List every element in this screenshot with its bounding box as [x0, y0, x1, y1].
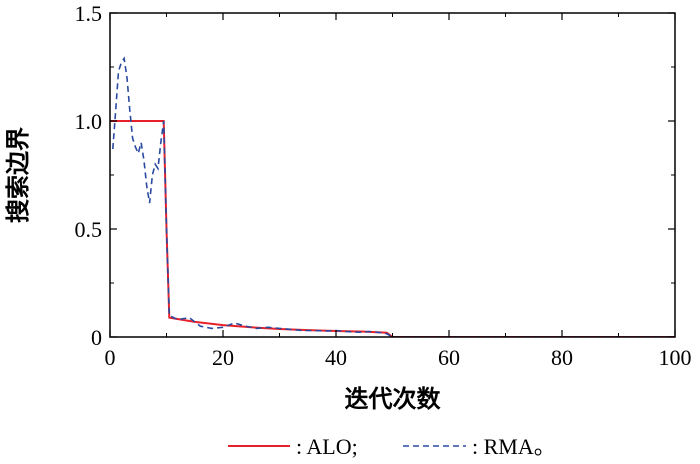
- legend-label: : ALO;: [296, 434, 358, 459]
- legend-label: : RMA。: [472, 434, 556, 459]
- series-line-alo: [110, 120, 675, 337]
- plot-frame: [109, 12, 676, 338]
- y-tick-label: 1.0: [75, 109, 103, 134]
- x-tick-label: 80: [551, 345, 573, 370]
- y-tick-label: 0: [91, 325, 102, 350]
- x-axis-title: 迭代次数: [345, 385, 442, 413]
- x-tick-label: 40: [325, 345, 347, 370]
- x-tick-label: 60: [438, 345, 460, 370]
- x-tick-label: 100: [659, 345, 692, 370]
- x-tick-label: 0: [105, 345, 116, 370]
- series-layer: [110, 56, 675, 337]
- ticks-layer: 0 20 40 60 80 100 0 0.5 1.0 1.5: [75, 1, 692, 370]
- series-line-rma: [112, 56, 675, 337]
- y-axis-title: 搜索边界: [4, 127, 32, 223]
- y-tick-label: 0.5: [75, 217, 103, 242]
- y-tick-label: 1.5: [75, 1, 103, 26]
- x-tick-label: 20: [212, 345, 234, 370]
- legend: : ALO; : RMA。: [228, 434, 556, 459]
